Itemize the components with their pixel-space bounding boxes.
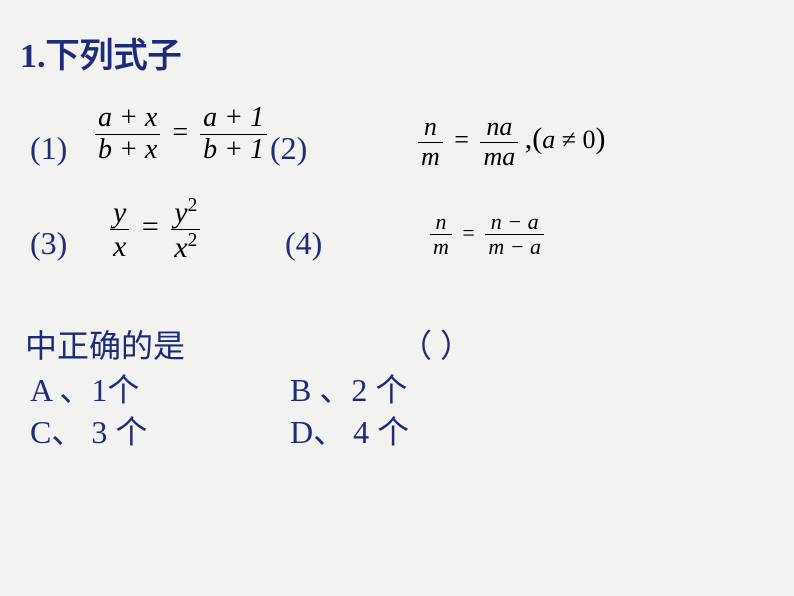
item-label-4: (4) — [285, 225, 322, 262]
question-number-title: 1.下列式子 — [20, 28, 182, 77]
choice-d: D、 4 个 — [290, 412, 409, 454]
eq3-lhs-den: x — [110, 229, 129, 263]
eq2-cond-rel: ≠ 0 — [555, 125, 595, 154]
equals-icon: = — [167, 117, 193, 148]
equation-3: y x = y2 x2 — [110, 195, 200, 264]
eq4-rhs-num: n − a — [485, 210, 544, 234]
eq1-rhs-num: a + 1 — [200, 103, 267, 134]
equals-icon: = — [457, 220, 479, 245]
equation-1: a + x b + x = a + 1 b + 1 — [95, 103, 267, 166]
item-label-2: (2) — [270, 130, 307, 167]
eq4-rhs-den: m − a — [485, 234, 544, 259]
choice-c: C、 3 个 — [30, 412, 147, 454]
choice-a: A 、1个 — [30, 370, 139, 412]
eq2-cond-var: a — [542, 125, 555, 154]
equals-icon: = — [449, 125, 474, 154]
eq4-lhs-den: m — [430, 234, 452, 259]
question-stem: 中正确的是 — [25, 326, 185, 368]
eq2-rhs-num: na — [480, 113, 518, 142]
eq1-lhs-den: b + x — [95, 134, 160, 166]
eq2-lhs-den: m — [418, 142, 443, 172]
eq2-cond-open: ,( — [525, 122, 543, 155]
equation-2: n m = na ma ,(a ≠ 0) — [418, 113, 606, 171]
choice-b: B 、2 个 — [290, 370, 407, 412]
eq3-lhs-num: y — [110, 196, 129, 229]
eq1-rhs-den: b + 1 — [200, 134, 267, 166]
item-label-1: (1) — [30, 130, 67, 167]
answer-bracket: （ ） — [400, 326, 472, 368]
eq2-cond-close: ) — [596, 122, 606, 155]
eq2-rhs-den: ma — [480, 142, 518, 172]
eq3-rhs-den: x2 — [171, 229, 200, 264]
eq2-lhs-num: n — [418, 113, 443, 142]
equation-4: n m = n − a m − a — [430, 210, 544, 259]
equals-icon: = — [137, 210, 164, 243]
eq1-lhs-num: a + x — [95, 103, 160, 134]
item-label-3: (3) — [30, 225, 67, 262]
eq3-rhs-num: y2 — [171, 195, 200, 229]
eq4-lhs-num: n — [430, 210, 452, 234]
